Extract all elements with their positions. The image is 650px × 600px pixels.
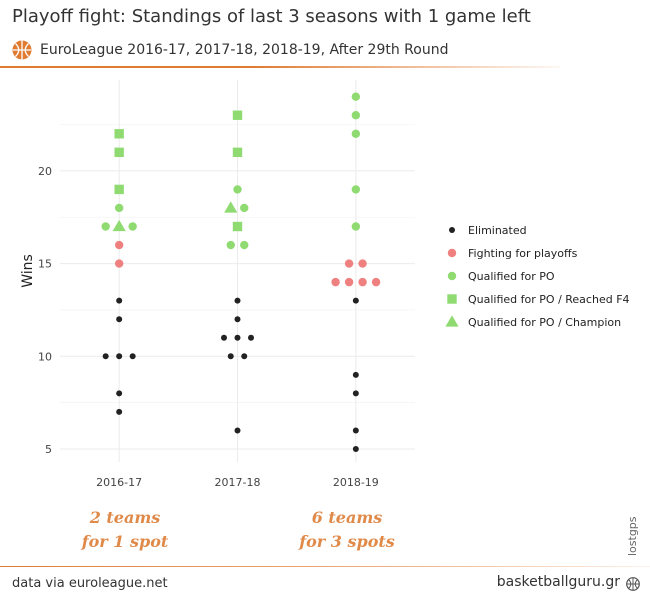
legend-label-champ: Qualified for PO / Champion: [468, 316, 621, 329]
point-elim: [116, 353, 123, 360]
point-f4: [114, 147, 124, 158]
point-elim: [234, 316, 241, 323]
header-divider: [0, 66, 560, 68]
credit: lostgps: [626, 508, 644, 564]
point-f4: [114, 184, 124, 195]
legend-marker-po: [447, 271, 457, 281]
point-po: [128, 222, 137, 231]
point-champ: [224, 201, 238, 213]
basketball-icon: [626, 577, 640, 591]
point-po: [233, 185, 242, 194]
credit-text: lostgps: [626, 516, 639, 556]
point-po: [114, 203, 124, 213]
legend-marker-champ: [445, 315, 459, 327]
standings-chart: 5 10 15 20 Wins 2016-17 2017-18 2018-19 Eliminat…: [20, 80, 630, 489]
y-axis-label: Wins: [20, 254, 36, 288]
point-fight: [358, 259, 367, 268]
point-po: [351, 129, 361, 138]
point-fight: [344, 277, 354, 287]
point-elim: [227, 353, 234, 360]
point-fight: [331, 277, 340, 287]
point-elim: [234, 334, 241, 341]
legend-marker-f4: [447, 294, 457, 304]
point-f4: [114, 129, 124, 139]
brand-name: basketballguru.gr: [496, 574, 620, 590]
point-elim: [234, 427, 241, 434]
annotation-right-line-2: for 3 spots: [299, 532, 395, 551]
y-tick-label: 5: [45, 443, 52, 456]
point-elim: [129, 353, 136, 360]
data-source: data via euroleague.net: [12, 576, 168, 591]
annotation-2018-19: 6 teams for 3 spots: [262, 506, 432, 554]
chart-subtitle: EuroLeague 2016-17, 2017-18, 2018-19, Af…: [40, 42, 449, 58]
point-po: [351, 92, 361, 101]
point-elim: [352, 390, 359, 397]
point-po: [101, 222, 110, 231]
chart-title: Playoff fight: Standings of last 3 seaso…: [12, 6, 531, 27]
point-po: [351, 111, 361, 120]
point-elim: [102, 353, 109, 360]
point-elim: [116, 316, 123, 323]
euroleague-logo-icon: [12, 40, 32, 60]
x-tick-label: 2018-19: [333, 476, 379, 489]
point-elim: [116, 408, 123, 415]
legend-label-fight: Fighting for playoffs: [468, 247, 578, 260]
point-elim: [221, 334, 227, 341]
point-f4: [232, 110, 243, 120]
subtitle-row: EuroLeague 2016-17, 2017-18, 2018-19, Af…: [12, 38, 448, 62]
point-fight: [114, 240, 124, 250]
point-fight: [114, 259, 124, 268]
point-f4: [232, 221, 243, 232]
footer-divider: [0, 566, 650, 567]
y-tick-label: 10: [38, 350, 52, 363]
point-f4: [232, 147, 243, 158]
point-elim: [352, 446, 359, 453]
point-po: [351, 222, 361, 231]
point-elim: [116, 297, 123, 304]
x-tick-label: 2017-18: [215, 476, 261, 489]
point-fight: [344, 259, 354, 268]
legend-label-f4: Qualified for PO / Reached F4: [468, 293, 630, 306]
annotation-2016-17: 2 teams for 1 spot: [40, 506, 210, 554]
legend-marker-fight: [447, 248, 457, 258]
point-po: [240, 203, 249, 213]
annotation-left-line-2: for 1 spot: [81, 532, 169, 551]
point-elim: [352, 371, 359, 378]
y-tick-label: 20: [38, 165, 52, 178]
legend-marker-elim: [449, 227, 455, 233]
legend-label-elim: Eliminated: [468, 224, 527, 237]
point-elim: [116, 390, 123, 397]
point-po: [226, 240, 235, 250]
annotation-left-line-1: 2 teams: [89, 508, 161, 527]
point-elim: [352, 427, 359, 434]
annotation-right-line-1: 6 teams: [311, 508, 383, 527]
point-fight: [371, 277, 381, 287]
point-fight: [358, 277, 367, 287]
point-champ: [112, 219, 126, 232]
point-elim: [234, 297, 241, 304]
point-po: [351, 185, 361, 194]
y-tick-label: 15: [38, 258, 52, 271]
point-elim: [352, 297, 359, 304]
point-elim: [248, 334, 254, 341]
point-po: [240, 240, 249, 250]
point-elim: [241, 353, 248, 360]
legend-label-po: Qualified for PO: [468, 270, 555, 283]
x-tick-label: 2016-17: [96, 476, 142, 489]
